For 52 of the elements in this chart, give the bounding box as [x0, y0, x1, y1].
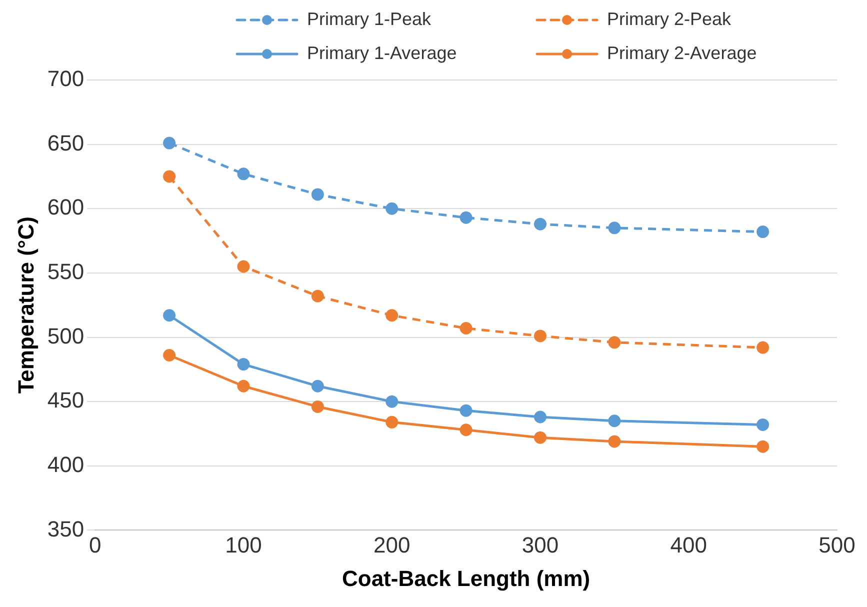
point	[608, 222, 621, 234]
y-tick-label: 600	[47, 194, 84, 220]
point	[756, 341, 770, 354]
point	[608, 336, 621, 349]
y-tick-label: 500	[47, 323, 84, 348]
point	[534, 218, 546, 230]
point	[756, 418, 770, 431]
legend-label: Primary 1-Average	[307, 42, 457, 63]
point	[756, 440, 770, 453]
point	[237, 168, 250, 180]
point	[237, 380, 250, 392]
y-tick-label: 450	[47, 388, 84, 413]
y-tick-label: 650	[47, 130, 84, 156]
point	[460, 322, 472, 335]
x-tick-label: 0	[88, 532, 102, 558]
legend-label: Primary 2-Peak	[607, 8, 732, 29]
point	[311, 188, 324, 201]
point	[311, 290, 324, 302]
point	[163, 136, 176, 150]
point	[608, 414, 621, 428]
x-tick-label: 500	[818, 532, 856, 558]
point	[460, 211, 472, 224]
point	[534, 431, 546, 444]
point	[534, 330, 546, 342]
point	[608, 435, 621, 448]
y-axis-title: Temperature (°C)	[13, 216, 38, 394]
point	[460, 404, 472, 417]
point	[311, 400, 324, 413]
point	[163, 170, 176, 183]
point	[237, 260, 250, 273]
point	[386, 395, 398, 408]
point	[386, 416, 398, 428]
legend-label: Primary 1-Peak	[307, 8, 432, 29]
point	[386, 202, 398, 215]
y-tick-label: 700	[47, 66, 84, 92]
point	[756, 226, 770, 238]
y-tick-label: 400	[47, 452, 84, 477]
x-axis-title: Coat-Back Length (mm)	[342, 566, 590, 591]
point	[163, 309, 176, 322]
x-tick-label: 300	[522, 532, 559, 558]
point	[163, 349, 176, 362]
legend-label: Primary 2-Average	[607, 42, 757, 63]
point	[460, 424, 472, 436]
y-tick-label: 550	[47, 259, 84, 284]
y-tick-label: 350	[47, 516, 84, 542]
point	[237, 358, 250, 371]
x-tick-label: 200	[374, 532, 410, 558]
point	[386, 309, 398, 322]
point	[534, 410, 546, 424]
point	[311, 380, 324, 392]
x-tick-label: 400	[670, 532, 707, 558]
x-tick-label: 100	[225, 532, 262, 558]
